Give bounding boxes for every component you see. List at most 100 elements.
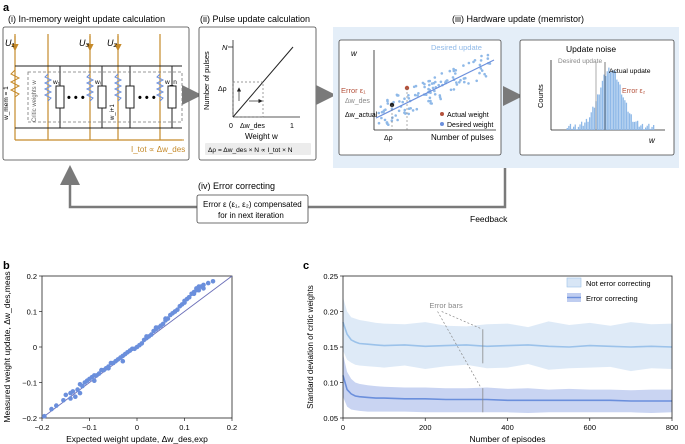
- chart-b-point: [77, 390, 83, 396]
- hw-scatter-dot: [454, 72, 457, 75]
- step-iii-title: (iii) Hardware update (memristor): [452, 14, 584, 24]
- noise-bar: [617, 81, 620, 130]
- chart-b-point: [96, 371, 102, 376]
- hw-scatter-dot: [452, 69, 456, 73]
- noise-bar: [598, 94, 600, 130]
- noise-bar: [582, 125, 584, 130]
- hw-scatter-dot: [413, 93, 417, 97]
- hw-scatter-dot: [427, 99, 430, 103]
- step-iv-title: (iv) Error correcting: [198, 181, 275, 191]
- hw-scatter-dot: [448, 69, 452, 73]
- noise-xlabel: w: [649, 136, 656, 145]
- hw-legend-actual: Actual weight: [447, 112, 489, 119]
- chart-c-ytick-label: 0.10: [323, 379, 338, 388]
- noise-bar: [577, 126, 580, 130]
- chart-b-point: [153, 325, 159, 330]
- hw-scatter-dot: [462, 64, 465, 67]
- hw-scatter-dot: [379, 105, 383, 108]
- feedback-label: Feedback: [470, 214, 508, 224]
- hw-scatter-dot: [437, 83, 441, 87]
- chart-b-xtick-label: 0: [135, 423, 139, 432]
- hw-scatter-dot: [433, 89, 436, 93]
- error-box-line1: Error ε (ε₁, ε₂) compensated: [203, 200, 302, 209]
- pulse-box: Number of pulses N Δρ Δw_des 0 1 Weight …: [198, 26, 317, 161]
- hw-scatter-dot: [428, 96, 432, 100]
- wn-label: w_n: [164, 79, 177, 86]
- hw-desired-update: Desired update: [431, 43, 482, 52]
- chart-c-line-2: [342, 375, 672, 402]
- noise-bar: [568, 125, 570, 130]
- hw-scatter-dot: [407, 112, 411, 116]
- hw-scatter-dot: [386, 102, 390, 105]
- dots-1: • • •: [67, 92, 85, 104]
- noise-bar: [609, 72, 612, 130]
- u2-label: U₂: [107, 38, 117, 48]
- chart-c-xtick-label: 0: [341, 423, 345, 432]
- noise-bar: [571, 128, 573, 130]
- noise-plot: Update noise Counts w Desired update Act…: [519, 39, 675, 156]
- hw-scatter-dot: [394, 114, 398, 117]
- chart-b-point: [68, 396, 73, 401]
- hw-scatter-dot: [430, 102, 434, 105]
- hw-scatter-dot: [431, 86, 435, 90]
- hw-scatter-dot: [407, 94, 410, 97]
- noise-ylabel: Counts: [536, 84, 545, 108]
- noise-bar: [574, 124, 576, 130]
- noise-bar: [651, 126, 653, 130]
- hw-scatter-dot: [403, 111, 406, 114]
- chart-c-legend-swatch-1: [566, 277, 582, 288]
- chart-b-ytick-label: −0.1: [22, 379, 37, 388]
- chart-c-band-1: [343, 297, 672, 372]
- noise-bar: [592, 106, 594, 130]
- noise-bar: [649, 128, 652, 130]
- hw-scatter-dot: [462, 77, 466, 80]
- chart-b-ytick-label: 0.2: [27, 272, 37, 281]
- pulse-x0: 0: [229, 123, 233, 130]
- hw-scatter-dot: [423, 85, 426, 89]
- wi-label: wᵢ: [94, 79, 101, 86]
- chart-b-point: [73, 394, 78, 400]
- chart-c-ytick-label: 0.15: [323, 343, 338, 352]
- chart-c-xtick-label: 800: [666, 423, 679, 432]
- chart-c-xtick-label: 200: [419, 423, 432, 432]
- noise-bar: [576, 129, 578, 130]
- hw-scatter-dot: [459, 78, 462, 82]
- chart-c-xtick-label: 600: [583, 423, 596, 432]
- chart-b-point: [198, 284, 204, 289]
- hw-scatter-dot: [401, 100, 405, 104]
- chart-c-ytick-label: 0.05: [323, 414, 338, 423]
- chart-c-legend-label-1: Not error correcting: [586, 279, 651, 288]
- hw-scatter-dot: [479, 67, 483, 70]
- hw-scatter-dot: [452, 88, 456, 91]
- hw-scatter-dot: [380, 110, 384, 114]
- circuit-box: U₁ U₃ U₂ w_mem = 1 Critic weights w w₁ w…: [2, 26, 190, 161]
- noise-bar: [653, 125, 655, 130]
- chart-b-point: [205, 280, 211, 286]
- hw-scatter-dot: [467, 61, 471, 65]
- noise-bar: [603, 74, 605, 130]
- chart-b-point: [160, 321, 166, 327]
- chart-c-xtick-label: 400: [501, 423, 514, 432]
- noise-bar: [605, 76, 607, 130]
- hw-scatter-dot: [440, 72, 444, 75]
- hw-scatter-dot: [427, 87, 430, 91]
- hw-scatter-dot: [445, 79, 449, 82]
- hw-scatter-dot: [387, 123, 390, 126]
- hw-scatter-dot: [480, 54, 483, 58]
- noise-bar: [597, 94, 599, 130]
- chart-c-legend-label-2: Error correcting: [586, 294, 638, 303]
- chart-b-point: [70, 389, 76, 394]
- hw-scatter-dot: [428, 83, 431, 87]
- chart-b-point: [163, 316, 168, 321]
- chart-b-point: [63, 392, 69, 398]
- noise-bar: [646, 125, 648, 130]
- hw-scatter-dot: [472, 60, 475, 64]
- panel-b-label: b: [3, 260, 10, 272]
- hw-legend-desired: Desired weight: [447, 122, 493, 129]
- hw-scatter-dot: [417, 92, 420, 95]
- pulse-x1: 1: [290, 123, 294, 130]
- hw-scatter-dot: [439, 97, 443, 101]
- hw-ylabel: w: [351, 49, 358, 58]
- hw-scatter-dot: [421, 81, 425, 85]
- chart-b-xtick-label: 0.1: [179, 423, 189, 432]
